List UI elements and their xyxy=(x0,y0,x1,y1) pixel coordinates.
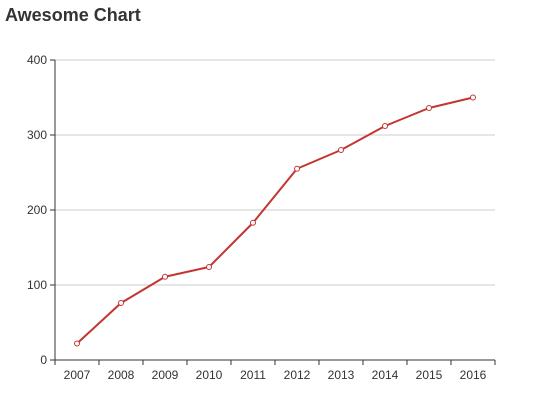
x-tick-label: 2014 xyxy=(372,368,399,382)
x-tick-label: 2013 xyxy=(328,368,355,382)
x-tick-label: 2010 xyxy=(196,368,223,382)
x-tick-label: 2009 xyxy=(152,368,179,382)
data-point xyxy=(426,105,432,111)
data-point xyxy=(74,340,80,347)
axes xyxy=(50,59,496,365)
data-point xyxy=(206,264,212,270)
x-tick-label: 2015 xyxy=(416,368,443,382)
x-tick-label: 2008 xyxy=(108,368,135,382)
data-point xyxy=(338,147,344,153)
y-tick-labels: 0 100 200 300 400 xyxy=(27,53,47,367)
x-tick-label: 2012 xyxy=(284,368,311,382)
x-tick-label: 2007 xyxy=(64,368,91,382)
data-point xyxy=(118,300,124,306)
series-line xyxy=(76,96,474,345)
data-points xyxy=(74,94,476,347)
data-point xyxy=(250,219,256,226)
y-tick-label: 0 xyxy=(40,353,47,367)
data-point xyxy=(162,273,168,280)
data-point xyxy=(382,123,388,129)
y-tick-label: 200 xyxy=(27,203,47,217)
x-tick-label: 2016 xyxy=(460,368,487,382)
y-tick-label: 300 xyxy=(27,128,47,142)
gridlines xyxy=(55,59,495,286)
y-tick-label: 400 xyxy=(27,53,47,67)
chart-title: Awesome Chart xyxy=(5,5,141,25)
x-tick-label: 2011 xyxy=(240,368,266,382)
y-tick-label: 100 xyxy=(27,278,47,292)
data-point xyxy=(470,94,476,101)
x-tick-labels: 2007 2008 2009 2010 2011 2012 2013 2014 2015 2016 xyxy=(64,368,487,382)
series-lines xyxy=(76,96,474,345)
data-point xyxy=(294,165,300,172)
